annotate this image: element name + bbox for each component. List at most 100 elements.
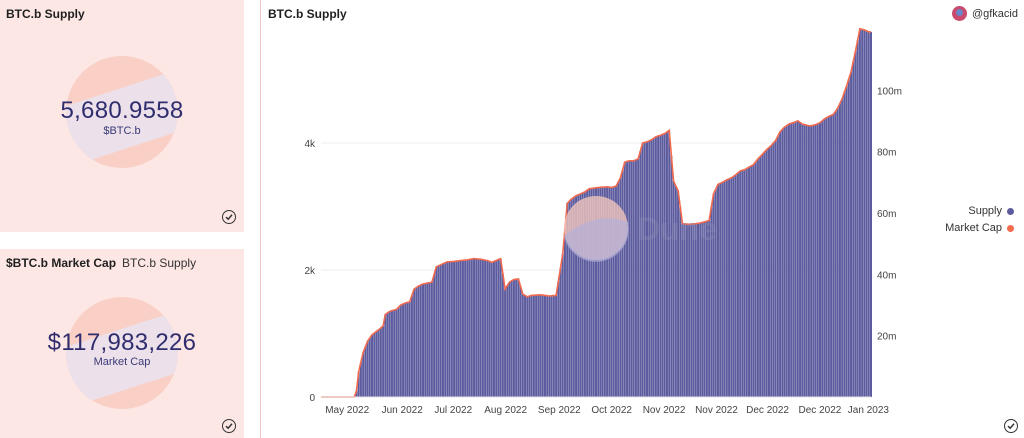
supply-bar — [719, 183, 722, 397]
supply-bar — [437, 265, 440, 397]
supply-bar — [674, 185, 677, 397]
supply-bar — [375, 331, 378, 397]
supply-bar — [541, 295, 544, 397]
supply-bar — [495, 260, 498, 397]
supply-bar — [767, 147, 770, 397]
supply-bar — [803, 124, 806, 397]
supply-bar — [453, 261, 456, 397]
market-cap-value: $117,983,226 — [47, 329, 197, 356]
supply-bar — [845, 85, 848, 398]
verified-check-icon[interactable] — [222, 210, 236, 224]
supply-bar — [568, 201, 571, 397]
supply-bar — [690, 224, 693, 397]
author-avatar — [951, 6, 967, 21]
supply-bar — [539, 294, 542, 397]
supply-bar — [705, 221, 708, 397]
supply-bar — [699, 223, 702, 397]
supply-bar — [799, 122, 802, 397]
supply-bar — [841, 98, 844, 397]
supply-bar — [708, 220, 711, 397]
supply-bar — [843, 92, 846, 397]
supply-bar — [805, 125, 808, 397]
supply-bar — [404, 303, 407, 397]
supply-bar — [439, 264, 442, 397]
legend-item-market-cap[interactable]: Market Cap — [945, 222, 1014, 234]
supply-bar — [550, 295, 553, 397]
supply-bar — [654, 136, 657, 398]
x-tick-label: Jun 2022 — [382, 405, 424, 416]
supply-bar — [395, 309, 398, 397]
legend-item-supply[interactable]: Supply — [968, 205, 1014, 217]
supply-bar — [464, 260, 467, 397]
supply-bar — [825, 117, 828, 398]
supply-bar — [614, 186, 617, 397]
supply-bar — [481, 259, 484, 397]
supply-bar — [535, 295, 538, 397]
supply-bar — [823, 118, 826, 397]
supply-value-label: $BTC.b — [103, 125, 141, 137]
supply-bar — [441, 263, 444, 397]
supply-bar — [599, 187, 602, 397]
supply-bar — [730, 177, 733, 397]
supply-bar — [659, 135, 662, 398]
supply-bar — [743, 169, 746, 397]
supply-bar — [484, 260, 487, 397]
supply-bar — [362, 352, 365, 397]
verified-check-icon[interactable] — [222, 419, 236, 433]
supply-bar — [419, 284, 422, 397]
supply-bar — [446, 261, 449, 397]
supply-bar — [386, 312, 389, 397]
legend-label-market-cap: Market Cap — [945, 222, 1002, 234]
supply-bar — [530, 295, 533, 397]
supply-bar — [752, 164, 755, 397]
supply-bar — [515, 279, 518, 397]
supply-chart-panel: 0 2k 4k 20m 40m 60m 80m 100m Dune May 2022 Jun 202… — [260, 0, 1024, 438]
x-tick-label: Aug 2022 — [484, 405, 527, 416]
supply-bar — [566, 203, 569, 397]
supply-bar — [424, 283, 427, 397]
supply-bar — [785, 125, 788, 397]
supply-bar — [366, 341, 369, 397]
supply-bar — [850, 71, 853, 397]
supply-bar — [517, 278, 520, 397]
supply-bar — [426, 283, 429, 397]
supply-bar — [821, 120, 824, 397]
supply-bar — [683, 223, 686, 397]
author-link[interactable]: @gfkacid — [951, 6, 1018, 21]
supply-bar — [781, 129, 784, 397]
supply-bar — [794, 121, 797, 397]
supply-bar — [867, 31, 870, 397]
supply-bar — [863, 29, 866, 398]
supply-value: 5,680.9558 — [60, 97, 184, 124]
supply-bar — [776, 136, 779, 398]
supply-bar — [610, 187, 613, 397]
x-tick-label: Nov 2022 — [695, 405, 738, 416]
supply-bar — [716, 184, 719, 397]
supply-bar — [725, 179, 728, 397]
supply-bar — [736, 172, 739, 397]
supply-bar — [643, 142, 646, 397]
x-tick-label: Sep 2022 — [538, 405, 581, 416]
supply-bar — [590, 188, 593, 397]
supply-bar — [448, 261, 451, 397]
supply-bar — [512, 279, 515, 397]
dune-watermark-logo-lower — [564, 218, 629, 262]
supply-bar — [406, 302, 409, 397]
supply-bar — [457, 260, 460, 397]
dune-watermark-text: Dune — [637, 211, 717, 247]
supply-bar — [685, 224, 688, 397]
supply-bar — [524, 295, 527, 397]
supply-bar — [459, 260, 462, 397]
supply-bar — [410, 295, 413, 397]
supply-bar — [703, 221, 706, 397]
mcap-panel-subtitle: BTC.b Supply — [122, 256, 197, 270]
supply-bar — [377, 329, 380, 397]
supply-bar — [413, 289, 416, 397]
supply-bar — [712, 193, 715, 397]
verified-check-icon[interactable] — [1004, 419, 1018, 433]
supply-bar — [830, 115, 833, 398]
y-right-tick-label: 20m — [877, 332, 896, 343]
supply-bar — [637, 158, 640, 397]
supply-bar — [506, 285, 509, 397]
supply-bar — [548, 296, 551, 397]
